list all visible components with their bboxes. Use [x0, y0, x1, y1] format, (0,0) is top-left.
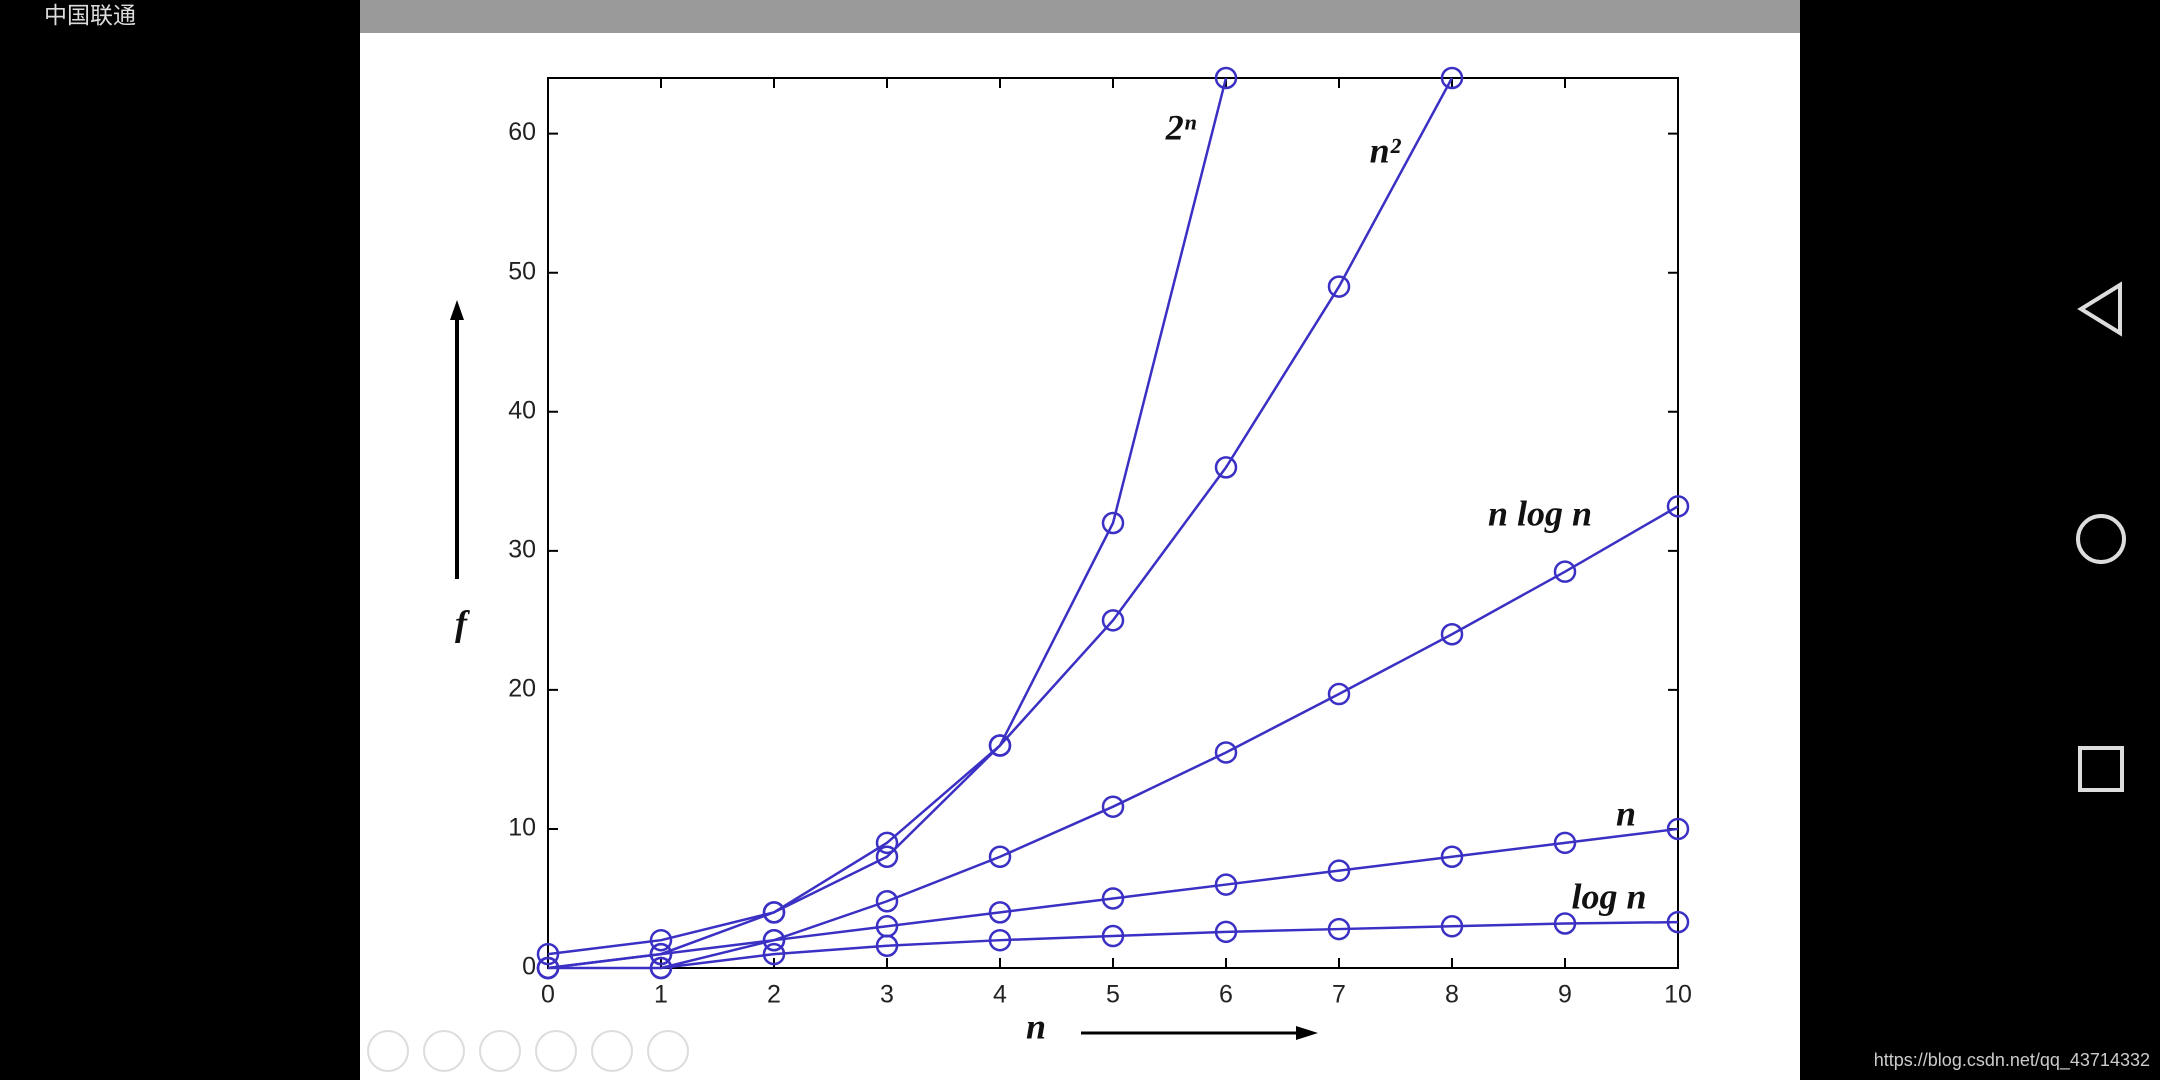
series-line	[548, 505, 1679, 970]
data-point	[1666, 910, 1690, 934]
series-label: n log n	[1488, 493, 1592, 533]
more-button[interactable]	[647, 1030, 689, 1072]
status-strip	[360, 0, 1800, 33]
data-point	[1666, 495, 1690, 518]
data-point	[1440, 915, 1464, 938]
data-point	[1101, 511, 1125, 535]
x-tick-label: 3	[880, 981, 894, 1009]
data-point	[1327, 917, 1351, 941]
x-tick-label: 6	[1219, 981, 1233, 1009]
x-arrow-head	[1296, 1026, 1318, 1040]
data-point	[875, 934, 899, 957]
data-point	[988, 901, 1012, 924]
data-point	[1327, 275, 1351, 298]
series-line	[547, 77, 1454, 970]
recents-button[interactable]	[2078, 746, 2124, 792]
data-point	[1101, 924, 1125, 948]
series-line	[660, 920, 1679, 970]
slide-toolbar	[367, 1030, 689, 1072]
x-tick-label: 1	[654, 981, 668, 1009]
nav-bar	[2076, 281, 2126, 792]
series-label: n²	[1370, 130, 1402, 170]
data-point	[988, 928, 1012, 952]
watermark: https://blog.csdn.net/qq_43714332	[1874, 1050, 2150, 1071]
y-tick-label: 50	[508, 257, 536, 285]
data-point	[1101, 887, 1125, 910]
home-button[interactable]	[2076, 514, 2126, 564]
back-button[interactable]	[2077, 281, 2122, 337]
data-point	[1553, 912, 1577, 935]
data-point	[762, 942, 786, 966]
x-axis-label: n	[1026, 1006, 1046, 1046]
data-point	[875, 890, 899, 913]
data-point	[1214, 920, 1238, 944]
data-point	[1214, 873, 1238, 896]
y-tick-label: 30	[508, 535, 536, 563]
y-axis-label: f	[455, 603, 470, 643]
series-line	[547, 827, 1679, 970]
y-tick-label: 60	[508, 118, 536, 146]
data-point	[762, 928, 786, 952]
x-tick-label: 9	[1558, 981, 1572, 1009]
x-tick-label: 5	[1106, 981, 1120, 1009]
next-button[interactable]	[423, 1030, 465, 1072]
prev-button[interactable]	[367, 1030, 409, 1072]
x-tick-label: 2	[767, 981, 781, 1009]
pen-button[interactable]	[479, 1030, 521, 1072]
series-label: n	[1616, 793, 1636, 833]
y-arrow-head	[450, 300, 464, 320]
data-point	[649, 956, 673, 980]
carrier: 中国联通	[44, 2, 136, 28]
slides-button[interactable]	[535, 1030, 577, 1072]
series-line	[547, 77, 1228, 956]
slide	[360, 33, 1800, 1080]
data-point	[1101, 795, 1125, 818]
y-tick-label: 20	[508, 674, 536, 702]
data-point	[1440, 66, 1464, 90]
y-tick-label: 0	[522, 953, 536, 981]
data-point	[1214, 456, 1238, 479]
data-point	[988, 845, 1012, 868]
data-point	[1101, 609, 1125, 632]
x-tick-label: 7	[1332, 981, 1346, 1009]
data-point	[1440, 845, 1464, 868]
data-point	[536, 956, 560, 980]
series-label: log n	[1571, 876, 1646, 916]
x-tick-label: 4	[993, 981, 1007, 1009]
x-tick-label: 8	[1445, 981, 1459, 1009]
data-point	[762, 901, 786, 924]
data-point	[1214, 741, 1238, 764]
y-tick-label: 10	[508, 814, 536, 842]
y-tick-label: 40	[508, 396, 536, 424]
data-point	[1327, 859, 1351, 882]
series-label: 2ⁿ	[1165, 107, 1197, 147]
x-tick-label: 10	[1664, 981, 1692, 1009]
data-point	[649, 942, 673, 966]
data-point	[1553, 560, 1577, 583]
zoom-button[interactable]	[591, 1030, 633, 1072]
data-point	[875, 845, 899, 868]
x-tick-label: 0	[541, 981, 555, 1009]
data-point	[649, 928, 673, 952]
data-point	[1666, 817, 1690, 841]
data-point	[1553, 831, 1577, 855]
data-point	[875, 831, 899, 855]
data-point	[1214, 66, 1238, 90]
data-point	[1327, 682, 1351, 706]
data-point	[988, 734, 1012, 757]
data-point	[1440, 623, 1464, 646]
data-point	[536, 942, 560, 966]
